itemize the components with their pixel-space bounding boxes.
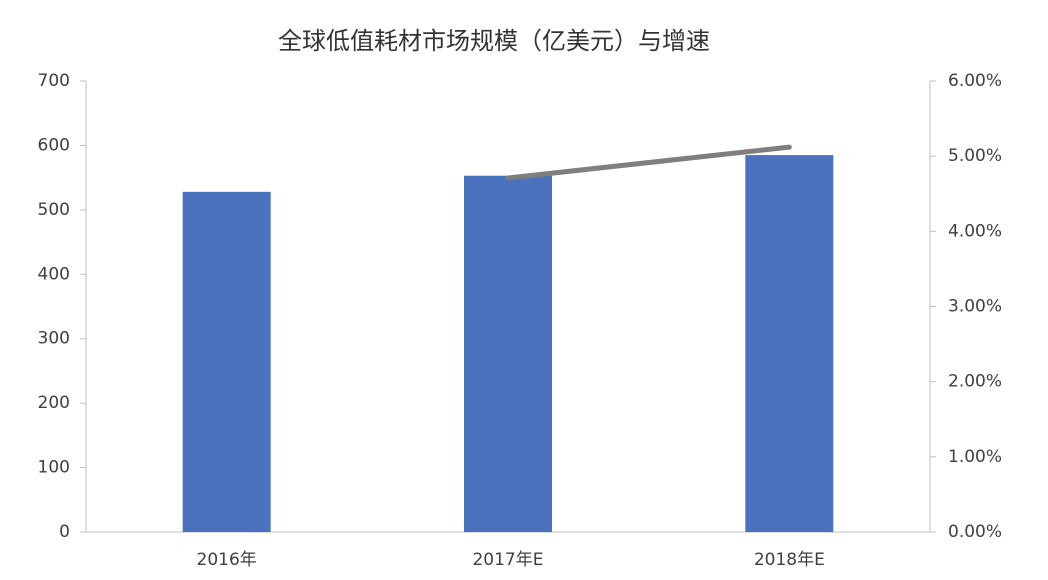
y-tick-label: 700 bbox=[38, 71, 70, 91]
y2-tick-label: 1.00% bbox=[948, 447, 1002, 467]
y-tick-label: 500 bbox=[38, 200, 70, 220]
y2-tick-label: 5.00% bbox=[948, 146, 1002, 166]
y2-tick-label: 4.00% bbox=[948, 221, 1002, 241]
x-tick-label: 2017年E bbox=[472, 550, 543, 570]
line bbox=[505, 144, 792, 181]
y2-tick-label: 0.00% bbox=[948, 522, 1002, 542]
y-tick-label: 400 bbox=[38, 264, 70, 284]
y-tick-label: 100 bbox=[38, 458, 70, 478]
bar bbox=[745, 155, 834, 533]
bar bbox=[182, 191, 271, 532]
y-tick-label: 0 bbox=[59, 522, 70, 542]
chart-title: 全球低值耗材市场规模（亿美元）与增速 bbox=[278, 27, 710, 55]
y-tick-label: 600 bbox=[38, 135, 70, 155]
y-tick-label: 200 bbox=[38, 393, 70, 413]
x-tick-label: 2018年E bbox=[754, 550, 825, 570]
bar bbox=[464, 175, 552, 532]
y2-tick-label: 3.00% bbox=[948, 297, 1002, 317]
y2-tick-label: 6.00% bbox=[948, 71, 1002, 91]
y2-tick-label: 2.00% bbox=[948, 372, 1002, 392]
y-tick-label: 300 bbox=[38, 329, 70, 349]
x-tick-label: 2016年 bbox=[197, 550, 257, 570]
